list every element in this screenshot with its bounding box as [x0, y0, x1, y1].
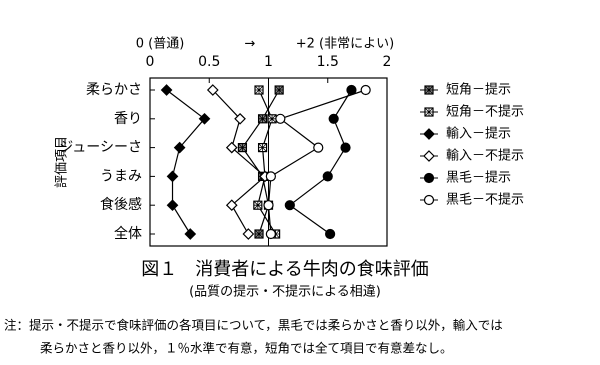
y-tick-label: うまみ — [100, 168, 142, 184]
point — [225, 199, 238, 212]
legend-marker — [423, 172, 435, 184]
x-tick-label: 2 — [383, 54, 392, 70]
axis-arrow: → — [245, 37, 256, 52]
legend-label: 短角－提示 — [446, 82, 511, 98]
marker-cross — [267, 114, 277, 124]
point — [263, 200, 274, 211]
point — [275, 113, 286, 124]
point — [284, 200, 295, 211]
marker-cross — [424, 85, 434, 95]
chart-title: 図１ 消費者による牛肉の食味評価 — [141, 259, 428, 280]
point — [265, 228, 276, 240]
point — [360, 84, 371, 96]
series-line — [288, 89, 352, 235]
point — [173, 141, 186, 154]
legend-marker — [423, 150, 435, 162]
series-line — [212, 89, 266, 235]
axis-label-left: 0 (普通) — [136, 37, 185, 52]
legend-marker — [423, 128, 435, 140]
point — [160, 84, 173, 96]
y-tick-label: 全体 — [114, 225, 142, 242]
point — [322, 171, 333, 182]
note-line: 柔らかさと香り以外，１％水準で有意，短角では全て項目で有意差なし。 — [40, 341, 453, 356]
series-line — [257, 89, 277, 235]
legend-label: 黒毛－提示 — [446, 170, 511, 186]
legend-marker — [423, 194, 435, 206]
legend-label: 黒毛－不提示 — [446, 192, 524, 208]
marker-cross — [258, 114, 267, 124]
point — [265, 171, 276, 182]
axis-label-right: +2 (非常によい) — [296, 37, 394, 52]
marker-cross — [253, 200, 263, 210]
point — [166, 199, 179, 212]
legend-label: 輸入－提示 — [446, 126, 511, 142]
y-tick-label: 柔らかさ — [86, 82, 142, 98]
x-tick-label: 1 — [264, 54, 273, 70]
marker-cross — [274, 85, 284, 95]
y-axis-title: 評価項目 — [55, 136, 70, 188]
y-tick-label: 食後感 — [100, 196, 142, 213]
marker-cross — [258, 143, 267, 152]
series-line — [267, 89, 366, 235]
point — [234, 112, 246, 125]
legend-label: 短角－不提示 — [446, 104, 524, 120]
legend-label: 輸入－不提示 — [446, 148, 524, 164]
chart-subtitle: (品質の提示・不提示による相違) — [189, 284, 381, 300]
point — [225, 141, 238, 154]
x-tick-label: 1.5 — [317, 54, 339, 70]
point — [340, 142, 351, 153]
point — [328, 113, 339, 124]
series-line — [166, 89, 206, 235]
point — [166, 170, 179, 183]
point — [313, 142, 324, 153]
x-tick-label: 0.5 — [198, 54, 220, 70]
y-tick-label: ジューシーさ — [59, 140, 142, 156]
point — [242, 228, 255, 240]
y-tick-label: 香り — [114, 111, 142, 127]
marker-cross — [424, 107, 434, 117]
point — [184, 228, 197, 240]
marker-cross — [254, 85, 264, 95]
marker-cross — [238, 143, 247, 152]
point — [325, 228, 336, 240]
note-line: 注：提示・不提示で食味評価の各項目について，黒毛では柔らかさと香り以外，輸入では — [4, 318, 503, 333]
x-tick-label: 0 — [146, 54, 155, 70]
point — [198, 112, 211, 125]
point — [206, 84, 219, 96]
marker-cross — [254, 229, 264, 239]
